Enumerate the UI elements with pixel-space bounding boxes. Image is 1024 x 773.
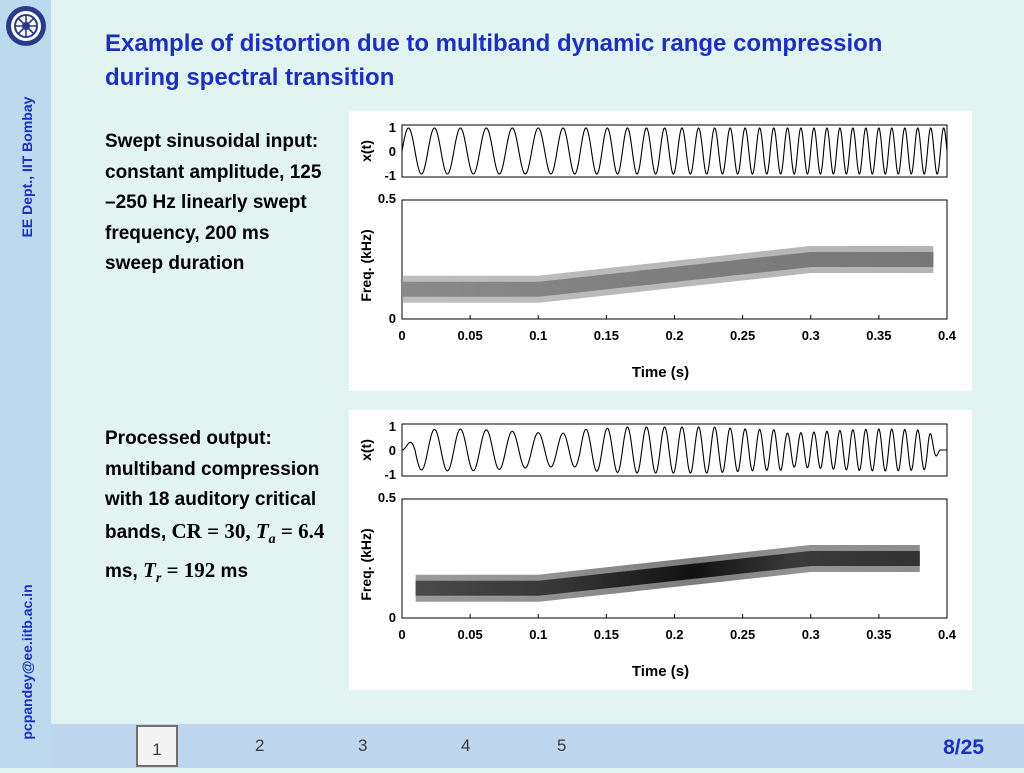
ta-subscript: a xyxy=(268,531,276,547)
spectrogram-ytick-label: 0.5 xyxy=(378,191,396,206)
x-tick-label: 0.3 xyxy=(802,627,820,642)
x-tick-label: 0.3 xyxy=(802,328,820,343)
page-link-1[interactable]: 1 xyxy=(136,725,178,767)
page-link-3[interactable]: 3 xyxy=(358,736,368,755)
page-link-5[interactable]: 5 xyxy=(557,736,567,755)
iit-bombay-logo-icon xyxy=(6,6,46,46)
sidebar-email-label: pcpandey@ee.iitb.ac.in xyxy=(19,584,35,740)
waveform-ytick-label: 1 xyxy=(389,120,396,135)
spectrogram-track xyxy=(415,551,920,596)
waveform-ytick-label: -1 xyxy=(384,467,396,482)
tr-unit: ms xyxy=(215,560,249,582)
output-chart: 1 0 -1 x(t) 0.5 0 Freq. (kHz) 0 0.05 0.1 0.15 0.2 0.… xyxy=(358,419,957,642)
x-tick-label: 0.4 xyxy=(938,627,957,642)
input-description: Swept sinusoidal input: constant amplitu… xyxy=(105,131,322,274)
x-tick-label: 0 xyxy=(398,328,405,343)
x-tick-label: 0.25 xyxy=(730,328,755,343)
slide-title: Example of distortion due to multiband d… xyxy=(105,30,883,91)
waveform-ylabel: x(t) xyxy=(358,439,374,461)
cr-value: CR = 30, xyxy=(171,518,256,543)
x-tick-label: 0.1 xyxy=(529,627,547,642)
ta-unit: ms, xyxy=(105,560,144,582)
x-tick-label: 0.35 xyxy=(866,627,891,642)
x-tick-label: 0.15 xyxy=(594,328,619,343)
waveform-ytick-label: 0 xyxy=(389,443,396,458)
page-link-2[interactable]: 2 xyxy=(255,736,265,755)
tr-symbol: T xyxy=(143,557,156,582)
output-description-text: Processed output: multiband compression … xyxy=(105,428,320,543)
spectrogram-ylabel: Freq. (kHz) xyxy=(358,229,374,301)
input-chart-panel: 1 0 -1 x(t) 0.5 0 Freq. (kHz) 0 0.05 0.1 0.15 0.2 0.… xyxy=(349,111,972,391)
slide-counter: 8/25 xyxy=(943,736,984,759)
output-chart-panel: 1 0 -1 x(t) 0.5 0 Freq. (kHz) 0 0.05 0.1 0.15 0.2 0.… xyxy=(349,410,972,690)
spectrogram-ytick-label: 0.5 xyxy=(378,490,396,505)
spectrogram-track xyxy=(402,252,934,297)
waveform-ytick-label: 1 xyxy=(389,419,396,434)
input-chart-xlabel: Time (s) xyxy=(631,364,690,381)
x-tick-label: 0.05 xyxy=(457,328,482,343)
page-link-4[interactable]: 4 xyxy=(461,736,471,755)
x-tick-label: 0.35 xyxy=(866,328,891,343)
x-tick-label: 0.15 xyxy=(594,627,619,642)
x-tick-label: 0.4 xyxy=(938,328,957,343)
x-tick-label: 0.05 xyxy=(457,627,482,642)
output-chart-xlabel: Time (s) xyxy=(631,663,690,680)
sidebar-dept-label: EE Dept., IIT Bombay xyxy=(19,96,35,238)
waveform-ytick-label: -1 xyxy=(384,168,396,183)
ta-value: = 6.4 xyxy=(275,518,325,543)
x-tick-label: 0.2 xyxy=(665,328,683,343)
tr-value: = 192 xyxy=(161,557,216,582)
sidebar: EE Dept., IIT Bombay pcpandey@ee.iitb.ac… xyxy=(0,0,51,768)
waveform-series xyxy=(401,426,947,474)
input-chart: 1 0 -1 x(t) 0.5 0 Freq. (kHz) 0 0.05 0.1 0.15 0.2 0.… xyxy=(358,120,957,343)
waveform-series xyxy=(401,127,948,175)
footer-bar xyxy=(51,724,1024,768)
waveform-ytick-label: 0 xyxy=(389,144,396,159)
output-description: Processed output: multiband compression … xyxy=(105,424,330,594)
x-tick-label: 0.25 xyxy=(730,627,755,642)
spectrogram-ytick-label: 0 xyxy=(389,610,396,625)
x-tick-label: 0.2 xyxy=(665,627,683,642)
spectrogram-ytick-label: 0 xyxy=(389,311,396,326)
ta-symbol: T xyxy=(255,518,269,543)
x-tick-label: 0 xyxy=(398,627,405,642)
x-tick-label: 0.1 xyxy=(529,328,547,343)
waveform-ylabel: x(t) xyxy=(358,140,374,162)
tr-subscript: r xyxy=(155,570,162,586)
spectrogram-ylabel: Freq. (kHz) xyxy=(358,528,374,600)
